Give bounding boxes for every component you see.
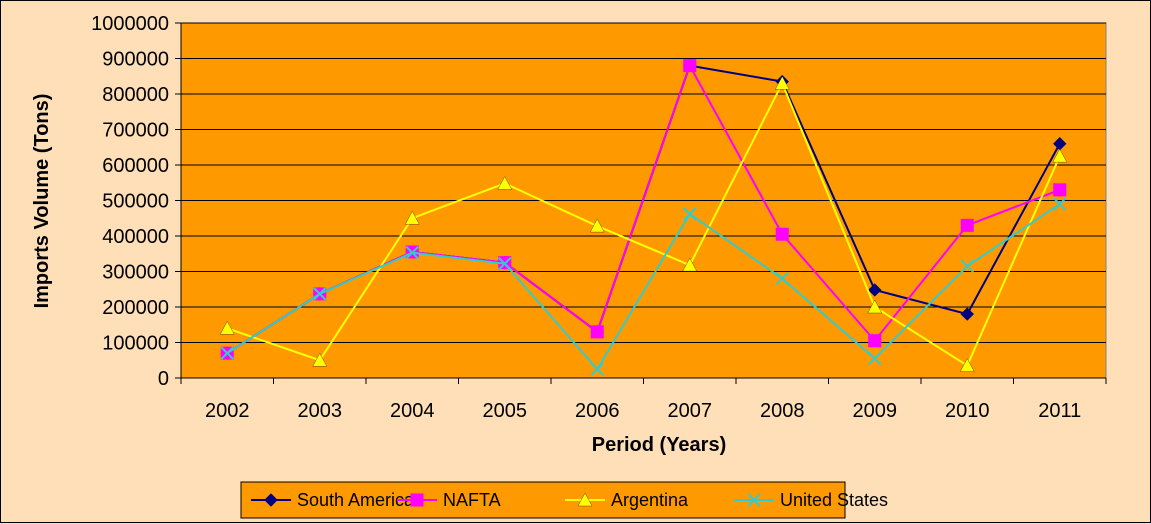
legend-label: NAFTA (443, 490, 501, 510)
legend-label: Argentina (611, 490, 689, 510)
y-tick-label: 200000 (102, 297, 169, 319)
data-point-united-states (313, 287, 327, 301)
y-tick-label: 800000 (102, 84, 169, 106)
legend-entry-argentina: Argentina (565, 490, 689, 510)
data-point-argentina (219, 320, 235, 335)
data-point-united-states (960, 259, 974, 273)
data-point-south-america (868, 283, 882, 297)
data-point-united-states (868, 351, 882, 366)
data-point-argentina (867, 299, 883, 314)
data-point-argentina (959, 358, 975, 372)
data-point-argentina (312, 352, 328, 367)
legend-marker (747, 493, 761, 507)
legend-box (240, 481, 846, 519)
y-tick-label: 500000 (102, 191, 169, 213)
legend-marker (577, 492, 593, 507)
y-tick-label: 700000 (102, 120, 169, 142)
x-tick-label: 2009 (853, 400, 898, 422)
data-point-united-states (498, 256, 512, 271)
data-point-nafta (590, 325, 604, 339)
data-point-argentina (497, 176, 513, 190)
x-tick-label: 2004 (390, 400, 435, 422)
legend-marker (410, 493, 424, 507)
data-point-argentina (1052, 148, 1068, 163)
x-tick-label: 2003 (298, 400, 343, 422)
x-tick-label: 2011 (1038, 400, 1081, 422)
x-tick-label: 2007 (668, 400, 713, 422)
data-point-united-states (220, 346, 234, 360)
data-point-nafta (960, 218, 974, 232)
series-united-states (220, 197, 1067, 376)
legend: South America NAFTA Argentina United States (240, 481, 888, 519)
x-tick-label: 2006 (575, 400, 620, 422)
data-point-united-states (775, 271, 789, 286)
axes (175, 22, 1107, 384)
data-point-nafta (683, 59, 697, 73)
data-point-south-america (960, 307, 974, 321)
legend-entry-united-states: United States (734, 490, 888, 510)
legend-marker (264, 493, 278, 507)
data-point-argentina (682, 257, 698, 272)
data-point-nafta (775, 227, 789, 241)
x-tick-label: 2008 (760, 400, 805, 422)
data-point-argentina (774, 76, 790, 90)
series-group (219, 58, 1068, 376)
series-argentina (219, 76, 1068, 372)
y-tick-label: 0 (158, 368, 169, 390)
y-tick-label: 600000 (102, 155, 169, 177)
data-point-united-states (1053, 197, 1067, 211)
x-axis-title: Period (Years) (592, 434, 727, 456)
data-point-nafta (868, 334, 882, 348)
y-tick-label: 100000 (102, 333, 169, 355)
data-point-nafta (1053, 183, 1067, 197)
data-point-united-states (405, 245, 419, 260)
gridlines (181, 22, 1106, 343)
data-point-argentina (589, 218, 605, 233)
x-tick-label: 2005 (483, 400, 528, 422)
y-axis-title: Imports Volume (Tons) (31, 94, 53, 309)
data-point-argentina (404, 210, 420, 225)
y-tick-label: 300000 (102, 262, 169, 284)
legend-entry-south-america: South America (251, 490, 415, 510)
series-line-argentina (226, 80, 1061, 368)
y-tick-label: 900000 (102, 49, 169, 71)
x-tick-labels: 2002 2003 2004 2005 2006 2007 2008 2009 2010 2011 (205, 400, 1081, 422)
data-point-united-states (683, 207, 697, 221)
x-tick-label: 2010 (945, 400, 990, 422)
x-tick-label: 2002 (205, 400, 250, 422)
y-tick-label: 1000000 (91, 13, 169, 35)
data-point-united-states (590, 362, 604, 376)
legend-label: United States (780, 490, 888, 510)
series-line-united-states (226, 203, 1061, 371)
y-tick-label: 400000 (102, 226, 169, 248)
legend-entry-nafta: NAFTA (397, 490, 501, 510)
legend-label: South America (297, 490, 415, 510)
y-tick-labels: 0 100000 200000 300000 400000 500000 600000 700… (91, 13, 169, 390)
